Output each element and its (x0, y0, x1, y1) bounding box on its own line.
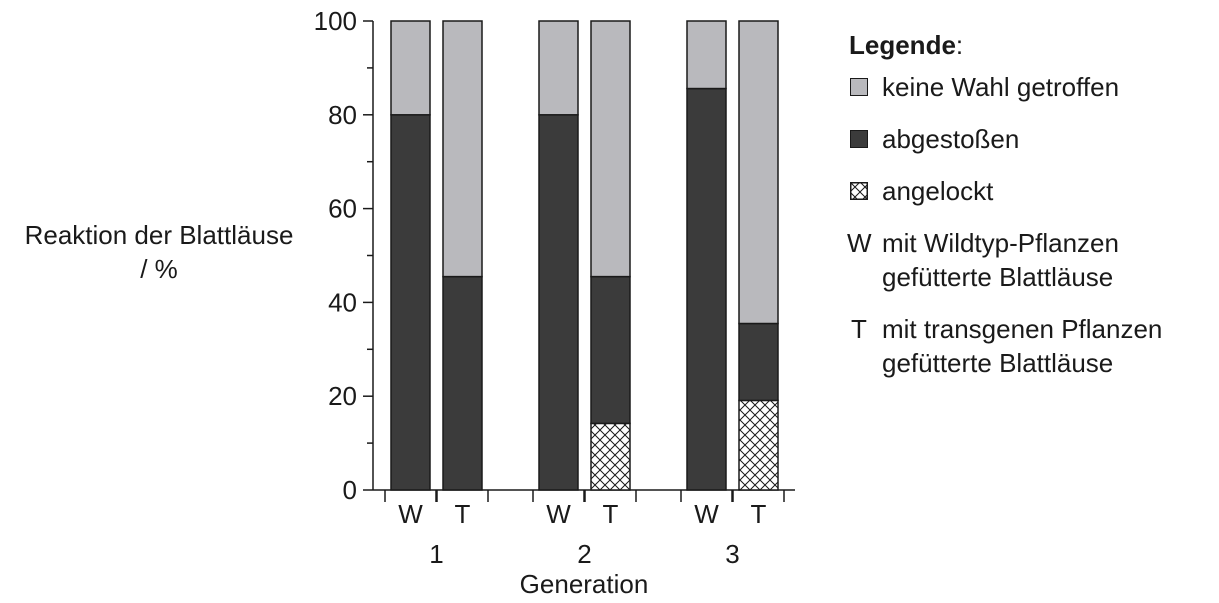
x-bar-label: W (694, 499, 719, 529)
legend-swatch-light-gray (850, 78, 868, 96)
legend-swatch-dark-gray (850, 130, 868, 148)
legend-title-colon: : (955, 30, 964, 60)
bar-segment-keine-wahl (590, 20, 631, 278)
y-tick-label: 60 (328, 194, 357, 224)
x-bar-label: T (751, 499, 767, 529)
legend-label-keine-wahl: keine Wahl getroffen (882, 72, 1120, 102)
bar-segment-abgestossen (442, 275, 483, 491)
y-axis-label: Reaktion der Blattläuse / % (0, 218, 318, 286)
legend-swatch-crosshatch (850, 182, 868, 200)
legend-item-angelockt: angelockt (847, 174, 1219, 208)
y-tick-label: 80 (328, 100, 357, 130)
bar-segment-abgestossen (686, 87, 727, 491)
legend-t-line-1: mit transgenen Pflanzen (882, 314, 1163, 344)
legend-w-line-2: gefütterte Blattläuse (882, 262, 1114, 292)
y-tick-label: 40 (328, 287, 357, 317)
x-group-label: 2 (577, 539, 591, 569)
legend: Legende: keine Wahl getroffen abgestoßen… (847, 28, 1219, 398)
bar-segment-keine-wahl (538, 20, 579, 116)
bar-segment-angelockt (738, 399, 779, 491)
legend-title: Legende: (849, 28, 1219, 62)
x-bar-label: T (455, 499, 471, 529)
x-bar-label: W (546, 499, 571, 529)
legend-item-t: T mit transgenen Pflanzen gefütterte Bla… (847, 312, 1219, 380)
x-bar-label: T (603, 499, 619, 529)
y-axis-label-line-1: Reaktion der Blattläuse (24, 220, 294, 250)
y-axis-label-line-2: / % (140, 254, 178, 284)
bar-segment-angelockt (590, 422, 631, 491)
y-tick-label: 0 (343, 475, 357, 505)
legend-t-line-2: gefütterte Blattläuse (882, 348, 1114, 378)
bar-segment-keine-wahl (686, 20, 727, 90)
bar-segment-abgestossen (590, 275, 631, 425)
legend-item-keine-wahl: keine Wahl getroffen (847, 70, 1219, 104)
legend-letter-w: W (847, 228, 872, 258)
x-bar-label: W (398, 499, 423, 529)
bar-segment-abgestossen (390, 114, 431, 491)
legend-label-angelockt: angelockt (882, 176, 994, 206)
bar-segment-keine-wahl (390, 20, 431, 116)
legend-item-abgestossen: abgestoßen (847, 122, 1219, 156)
legend-w-line-1: mit Wildtyp-Pflanzen (882, 228, 1119, 258)
bar-segment-abgestossen (538, 114, 579, 491)
x-group-label: 3 (725, 539, 739, 569)
legend-label-abgestossen: abgestoßen (882, 124, 1020, 154)
y-tick-label: 100 (314, 6, 357, 36)
bar-segment-keine-wahl (738, 20, 779, 325)
legend-letter-t: T (851, 314, 867, 344)
legend-item-w: W mit Wildtyp-Pflanzen gefütterte Blattl… (847, 226, 1219, 294)
x-axis-title: Generation (520, 569, 649, 599)
bar-segment-keine-wahl (442, 20, 483, 278)
x-group-label: 1 (429, 539, 443, 569)
bar-segment-abgestossen (738, 322, 779, 402)
y-tick-label: 20 (328, 381, 357, 411)
legend-title-bold: Legende (849, 30, 956, 60)
